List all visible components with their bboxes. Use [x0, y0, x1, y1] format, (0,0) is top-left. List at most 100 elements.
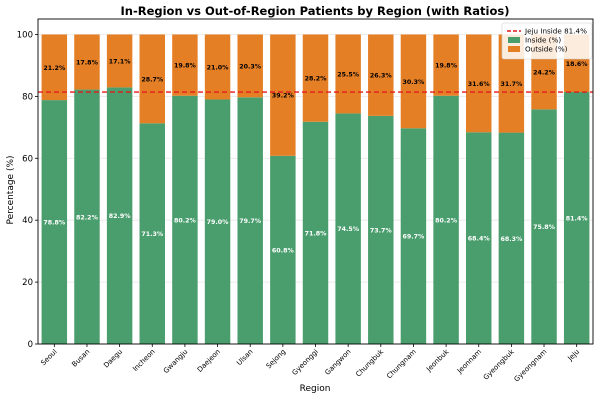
y-tick-label: 0 [28, 340, 33, 350]
data-label-outside: 21.0% [207, 64, 230, 71]
legend: Jeju Inside 81.4% Inside (%) Outside (%) [501, 22, 593, 60]
bar-outside-jeonnam [466, 34, 492, 133]
bar-inside-gyeonggi [302, 121, 329, 344]
data-label-outside: 21.2% [43, 65, 66, 72]
bar-inside-gyeongbuk [498, 132, 525, 344]
bar-outside-sejong [270, 34, 296, 156]
data-label-outside: 31.6% [468, 81, 491, 88]
legend-frame [501, 22, 593, 60]
bar-outside-gwangju [172, 34, 198, 96]
x-tick-label: Gwangju [162, 348, 189, 375]
x-tick-label: Jeju [566, 348, 581, 363]
bar-inside-gyeongnam [531, 109, 557, 344]
y-tick-label: 60 [22, 154, 33, 164]
data-label-inside: 78.8% [43, 220, 66, 227]
ticks-layer: 0 20 40 60 80 100 Seoul Busan Daegu Incheon Gwangj… [17, 30, 581, 383]
data-label-inside: 80.2% [435, 217, 458, 224]
legend-inside-swatch [508, 37, 520, 43]
x-tick-label: Jeonnam [455, 348, 483, 376]
bar-inside-gangwon [335, 113, 361, 345]
x-tick-label: Incheon [131, 348, 156, 373]
y-tick-label: 100 [17, 30, 33, 40]
data-label-outside: 25.5% [337, 71, 360, 78]
bar-inside-daejeon [204, 99, 231, 344]
data-label-outside: 28.2% [305, 76, 328, 83]
bar-outside-chungbuk [368, 34, 394, 116]
bar-outside-gangwon [335, 34, 361, 114]
data-label-inside: 69.7% [403, 234, 426, 241]
data-label-inside: 82.2% [76, 214, 99, 221]
data-label-outside: 18.6% [566, 61, 589, 68]
data-label-inside: 60.8% [272, 247, 295, 254]
y-axis-label: Percentage (%) [6, 155, 16, 224]
bar-inside-gwangju [172, 95, 198, 344]
bars-layer [41, 34, 590, 345]
data-label-inside: 73.7% [370, 227, 393, 234]
bar-outside-seoul [41, 34, 68, 101]
data-label-inside: 71.3% [141, 231, 164, 238]
bar-inside-jeonnam [466, 132, 492, 344]
data-label-outside: 19.8% [174, 63, 197, 70]
y-tick-label: 20 [22, 278, 33, 288]
bar-inside-incheon [139, 123, 165, 344]
x-tick-label: Ulsan [235, 348, 254, 367]
data-label-inside: 82.9% [109, 213, 132, 220]
data-label-inside: 74.5% [337, 226, 360, 233]
legend-reference-line-label: Jeju Inside 81.4% [524, 27, 587, 36]
bar-outside-daejeon [204, 34, 231, 100]
data-label-outside: 20.3% [239, 63, 262, 70]
bar-outside-ulsan [237, 34, 263, 98]
x-tick-label: Daegu [102, 348, 124, 370]
bar-inside-seoul [41, 100, 68, 344]
data-label-inside: 75.8% [533, 224, 556, 231]
y-tick-label: 80 [22, 92, 33, 102]
data-label-outside: 26.3% [370, 73, 393, 80]
bar-inside-busan [74, 89, 100, 344]
bar-inside-jeju [563, 92, 590, 344]
data-label-inside: 71.8% [305, 230, 328, 237]
x-tick-label: Gyeongbuk [482, 347, 517, 382]
x-tick-label: Gangwon [324, 348, 353, 377]
labels-layer: 78.8% 21.2% 82.2% 17.8% 82.9% 17.1% 71.3% 28.7%… [43, 58, 588, 254]
bar-outside-chungnam [400, 34, 427, 129]
data-label-inside: 68.4% [468, 236, 491, 243]
bar-outside-incheon [139, 34, 165, 124]
bar-inside-daegu [106, 87, 133, 345]
bar-inside-jeonbuk [433, 95, 459, 344]
data-label-outside: 28.7% [141, 76, 164, 83]
x-tick-label: Chungnam [385, 348, 418, 381]
x-tick-label: Sejong [265, 348, 288, 371]
bar-outside-jeonbuk [433, 34, 459, 96]
legend-inside-label: Inside (%) [525, 36, 561, 45]
bar-inside-chungnam [400, 128, 427, 344]
data-label-inside: 79.0% [207, 219, 230, 226]
y-tick-label: 40 [22, 216, 33, 226]
x-tick-label: Gyeongnam [513, 348, 549, 384]
legend-outside-swatch [508, 46, 520, 52]
x-axis-label: Region [300, 384, 331, 394]
data-label-outside: 31.7% [500, 81, 523, 88]
data-label-inside: 80.2% [174, 217, 197, 224]
bar-outside-busan [74, 34, 100, 90]
bar-inside-chungbuk [368, 115, 394, 344]
data-label-outside: 17.8% [76, 60, 99, 67]
bar-outside-daegu [106, 34, 133, 88]
data-label-outside: 30.3% [403, 79, 426, 86]
x-tick-label: Seoul [39, 348, 58, 367]
bar-inside-ulsan [237, 97, 263, 344]
data-label-outside: 19.8% [435, 63, 458, 70]
data-label-outside: 24.2% [533, 69, 556, 76]
data-label-outside: 17.1% [109, 58, 132, 65]
x-tick-label: Jeonbuk [424, 347, 451, 374]
legend-outside-label: Outside (%) [525, 45, 568, 54]
bar-outside-gyeonggi [302, 34, 329, 122]
x-tick-label: Gyeonggi [291, 348, 320, 377]
data-label-inside: 81.4% [566, 216, 589, 223]
chart-title: In-Region vs Out-of-Region Patients by R… [120, 4, 509, 18]
bar-inside-sejong [270, 155, 296, 344]
x-tick-label: Chungbuk [354, 347, 385, 378]
data-label-inside: 68.3% [500, 236, 523, 243]
x-tick-label: Daejeon [196, 348, 222, 374]
x-tick-label: Busan [70, 348, 91, 369]
